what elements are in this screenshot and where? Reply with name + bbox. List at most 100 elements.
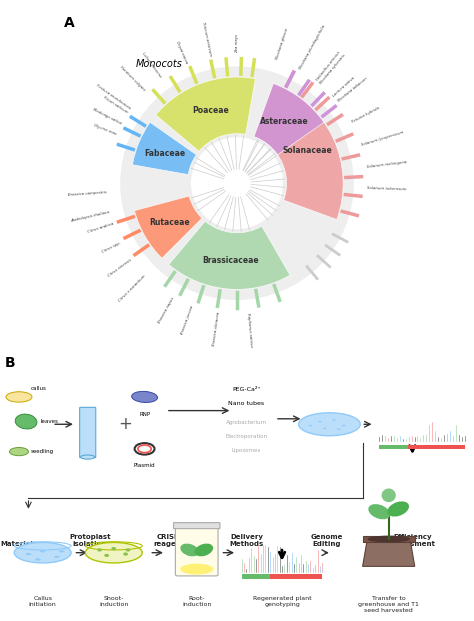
Ellipse shape [299, 413, 360, 436]
Text: Efficiency
assessment: Efficiency assessment [389, 534, 436, 547]
Ellipse shape [15, 414, 37, 429]
Ellipse shape [342, 425, 346, 427]
Text: A: A [64, 16, 75, 30]
Ellipse shape [14, 543, 71, 563]
Text: Fabaceae: Fabaceae [145, 149, 186, 158]
Ellipse shape [367, 535, 410, 543]
Bar [379, 445, 408, 449]
Text: Regenerated plant
genotyping: Regenerated plant genotyping [253, 596, 311, 607]
Circle shape [121, 67, 353, 299]
Text: Brassica oleracea: Brassica oleracea [212, 312, 221, 347]
Ellipse shape [26, 553, 31, 555]
Text: Solanum lycopersicum: Solanum lycopersicum [361, 130, 404, 147]
Ellipse shape [104, 554, 109, 557]
Text: Oryza sativa: Oryza sativa [175, 40, 188, 64]
Text: Nicotiana sylvestris: Nicotiana sylvestris [319, 53, 346, 84]
Text: Citrus sinensis: Citrus sinensis [108, 258, 133, 278]
Ellipse shape [387, 501, 409, 517]
Text: Transfer to
greenhouse and T1
seed harvested: Transfer to greenhouse and T1 seed harve… [358, 596, 419, 613]
Bar [363, 537, 415, 542]
Text: Pisum sativum: Pisum sativum [103, 95, 129, 114]
Text: Zea mays: Zea mays [235, 34, 239, 53]
Ellipse shape [194, 543, 213, 556]
Text: Solanum melongena: Solanum melongena [366, 160, 407, 170]
Ellipse shape [59, 550, 64, 553]
Ellipse shape [180, 564, 213, 574]
Wedge shape [254, 83, 324, 155]
Text: Glycine max: Glycine max [93, 124, 117, 136]
Text: Brassica juncea: Brassica juncea [180, 305, 194, 335]
Ellipse shape [97, 548, 102, 551]
Text: Helianthus annuus: Helianthus annuus [316, 50, 341, 82]
Text: Petunia hybrida: Petunia hybrida [351, 106, 380, 124]
Text: B: B [5, 356, 15, 370]
Text: leaves: leaves [40, 419, 58, 424]
Text: Genome
Editing: Genome Editing [311, 534, 343, 547]
Text: Protoplast
isolation: Protoplast isolation [69, 534, 111, 547]
Text: Hordeum vulgare: Hordeum vulgare [119, 66, 146, 93]
Ellipse shape [81, 455, 95, 459]
Text: Solanaceae: Solanaceae [283, 146, 332, 155]
Ellipse shape [135, 443, 155, 455]
Ellipse shape [9, 448, 28, 456]
Text: Arabidopsis thaliana: Arabidopsis thaliana [71, 211, 110, 224]
FancyBboxPatch shape [80, 407, 96, 458]
Text: Nicotiana tabacum: Nicotiana tabacum [337, 76, 368, 102]
Wedge shape [254, 83, 343, 219]
Text: callus: callus [31, 386, 46, 391]
Ellipse shape [180, 543, 199, 556]
Ellipse shape [382, 489, 396, 502]
Text: Plasmid: Plasmid [134, 463, 155, 468]
Text: Brassica campestris: Brassica campestris [68, 190, 107, 197]
Text: Lolium perenne: Lolium perenne [141, 52, 162, 79]
Text: PEG-Ca²⁺: PEG-Ca²⁺ [232, 388, 261, 392]
Ellipse shape [138, 445, 151, 453]
Text: Raphanus sativus: Raphanus sativus [246, 313, 253, 348]
Text: Nano tubes: Nano tubes [228, 401, 264, 406]
Circle shape [191, 138, 283, 229]
Text: Liposomes: Liposomes [232, 448, 261, 453]
Text: Rutaceae: Rutaceae [149, 217, 190, 227]
Text: Monocots: Monocots [136, 59, 182, 69]
Text: Lactuca sativa: Lactuca sativa [332, 76, 356, 97]
Ellipse shape [332, 420, 336, 421]
Text: Citrus spp.: Citrus spp. [101, 240, 122, 253]
Bar [270, 574, 322, 579]
Ellipse shape [309, 425, 312, 427]
Wedge shape [155, 77, 255, 152]
Ellipse shape [35, 558, 41, 561]
Text: Triticum aestivum: Triticum aestivum [201, 21, 212, 56]
Text: Nicotiana glauca: Nicotiana glauca [275, 28, 289, 60]
Ellipse shape [323, 428, 327, 429]
Text: Delivery
Methods: Delivery Methods [229, 534, 264, 547]
Text: Asteraceae: Asteraceae [260, 117, 309, 126]
Wedge shape [135, 196, 202, 258]
Text: Brassica napus: Brassica napus [158, 296, 175, 324]
Text: Solanum tuberosum: Solanum tuberosum [367, 186, 407, 191]
Text: Nicotiana plumbaginifolia: Nicotiana plumbaginifolia [299, 25, 326, 70]
Text: Brassicaceae: Brassicaceae [202, 256, 258, 265]
Ellipse shape [318, 421, 322, 422]
Wedge shape [169, 221, 290, 289]
FancyBboxPatch shape [173, 523, 220, 528]
Bar [242, 574, 270, 579]
Text: Callus
initiation: Callus initiation [29, 596, 56, 607]
Ellipse shape [40, 550, 46, 553]
Ellipse shape [111, 547, 116, 550]
Ellipse shape [132, 391, 157, 402]
Text: Festuca arundinacea: Festuca arundinacea [96, 83, 131, 110]
Text: Medicago sativa: Medicago sativa [92, 108, 122, 126]
Text: Electroporation: Electroporation [226, 434, 267, 439]
Text: Root-
induction: Root- induction [182, 596, 211, 607]
Text: Citrus x aurantium: Citrus x aurantium [118, 274, 146, 302]
Ellipse shape [368, 504, 390, 519]
Text: seedling: seedling [31, 449, 54, 454]
Ellipse shape [337, 428, 341, 430]
Ellipse shape [6, 392, 32, 402]
Bar [408, 445, 465, 449]
Text: Poaceae: Poaceae [192, 106, 229, 114]
Text: CRISPR
reagents: CRISPR reagents [153, 534, 188, 547]
Text: +: + [118, 415, 133, 433]
Ellipse shape [54, 556, 60, 558]
Text: Shoot-
induction: Shoot- induction [99, 596, 128, 607]
